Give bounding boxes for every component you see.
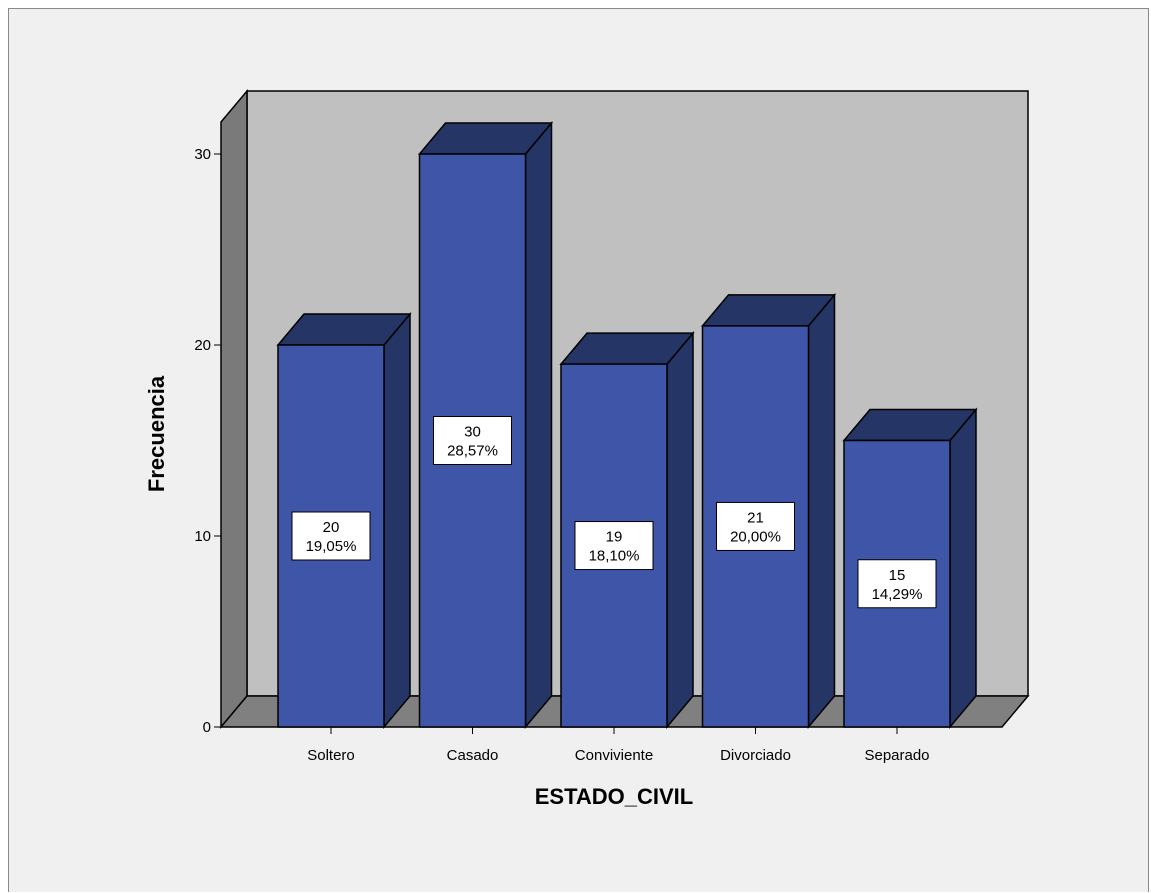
y-axis-title: Frecuencia (144, 375, 169, 492)
data-label: 19 18,10% (574, 521, 654, 571)
data-label-count: 19 (606, 529, 623, 546)
bar-casado: 30 28,57% (417, 120, 554, 730)
bar-separado: 15 14,29% (842, 407, 978, 730)
data-label-box (716, 501, 795, 551)
x-tick-label: Soltero (307, 747, 355, 764)
data-label-box (433, 416, 512, 465)
bar-side (666, 331, 694, 730)
data-label: 30 28,57% (433, 416, 512, 465)
data-label-percent: 19,05% (306, 538, 357, 555)
x-tick-label: Casado (447, 747, 499, 764)
data-label-count: 20 (323, 519, 340, 536)
side-wall (220, 88, 248, 730)
bar-divorciado: 21 20,00% (700, 292, 837, 730)
data-label-percent: 18,10% (589, 548, 640, 565)
y-tick-label: 10 (194, 528, 211, 545)
bar-side (807, 292, 836, 730)
x-axis-title: ESTADO_CIVIL (535, 784, 694, 809)
bar-side (383, 311, 411, 730)
y-tick-label: 30 (194, 146, 211, 163)
y-tick-label: 0 (203, 719, 211, 736)
data-label: 15 14,29% (857, 559, 937, 609)
data-label: 20 19,05% (291, 511, 371, 561)
bar-side (949, 407, 977, 730)
data-label-box (857, 559, 937, 609)
bar-conviviente: 19 18,10% (559, 331, 695, 730)
bar-chart: 0 10 20 30 20 19,05% 30 28,57% 19 18,10% 21 20,00%… (144, 88, 1030, 809)
x-tick-label: Separado (864, 747, 929, 764)
data-label: 21 20,00% (716, 501, 795, 551)
chart-frame: 0 10 20 30 20 19,05% 30 28,57% 19 18,10% 21 20,00%… (8, 8, 1149, 892)
data-label-count: 30 (464, 424, 481, 441)
bar-side (524, 120, 553, 730)
y-axis: 0 10 20 30 (194, 146, 221, 736)
data-label-percent: 28,57% (447, 443, 498, 460)
data-label-count: 21 (747, 509, 764, 526)
data-label-percent: 14,29% (872, 586, 923, 603)
x-tick-label: Conviviente (575, 747, 653, 764)
data-label-count: 15 (889, 567, 906, 584)
bar-soltero: 20 19,05% (276, 311, 412, 730)
data-label-box (574, 521, 654, 571)
bars: 20 19,05% 30 28,57% 19 18,10% 21 20,00% 15 14,29% (276, 120, 978, 730)
x-axis: Soltero Casado Conviviente Divorciado Separa… (307, 727, 930, 764)
x-tick-label: Divorciado (720, 747, 791, 764)
data-label-percent: 20,00% (730, 528, 781, 545)
y-tick-label: 20 (194, 337, 211, 354)
data-label-box (291, 511, 371, 561)
